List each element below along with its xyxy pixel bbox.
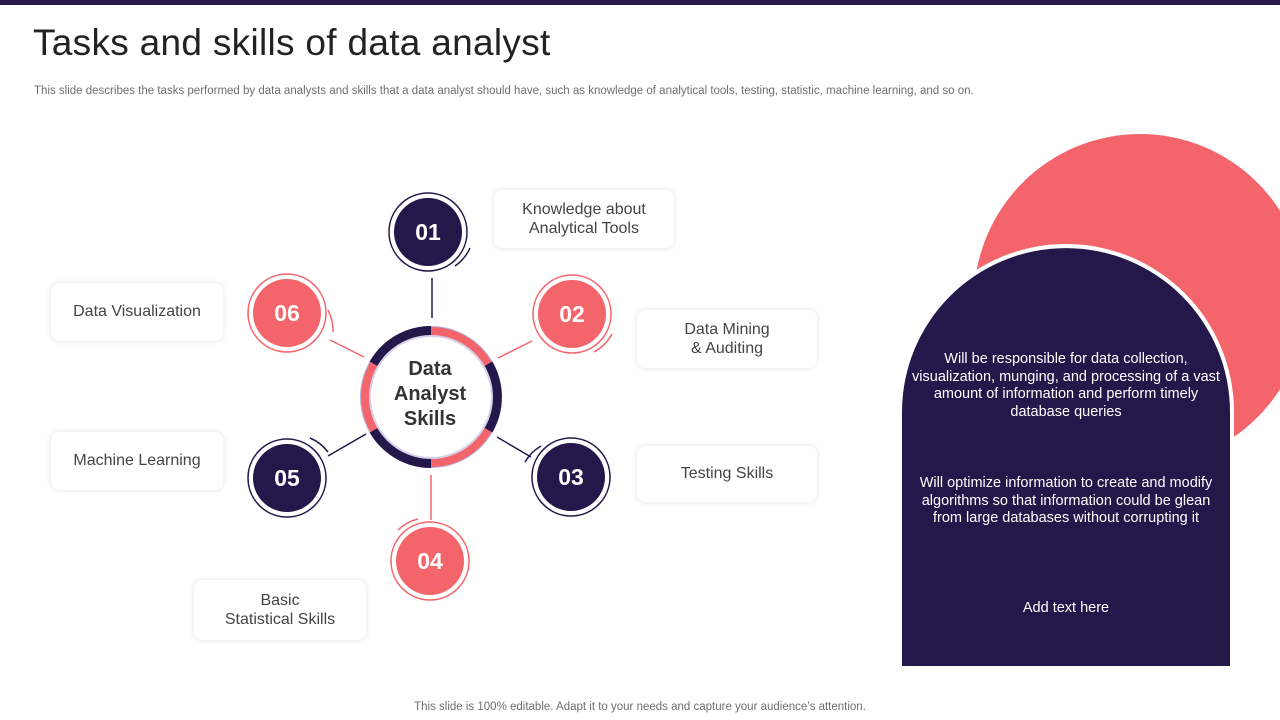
skill-label-02: Data Mining & Auditing [637,310,817,368]
panel-text-3: Add text here [1022,600,1110,616]
skill-label-04: Basic Statistical Skills [194,580,366,640]
panel-text-2: Will optimize information to create and … [919,475,1213,527]
number-label-06: 06 [274,299,300,326]
number-circle-02 [532,274,613,354]
top-accent-bar [0,0,1280,5]
number-label-04: 04 [417,547,443,574]
number-label-03: 03 [558,463,584,490]
footer-note: This slide is 100% editable. Adapt it to… [414,701,866,713]
number-label-05: 05 [274,464,300,491]
skill-label-01: Knowledge about Analytical Tools [494,190,674,248]
number-circle-05 [247,437,329,518]
number-label-01: 01 [415,218,441,245]
skill-label-05: Machine Learning [51,432,223,490]
number-circle-06 [247,273,334,353]
panel-text-1: Will be responsible for data collection,… [912,351,1220,421]
page-subtitle: This slide describes the tasks performed… [34,85,974,97]
skill-label-06: Data Visualization [51,283,223,341]
center-hub [357,323,505,471]
number-circle-01 [388,192,471,272]
skill-label-03: Testing Skills [637,446,817,502]
page-title: Tasks and skills of data analyst [33,22,551,63]
connector-lines [327,278,533,520]
number-circle-04 [390,518,470,601]
center-label: Data Analyst Skills [393,358,467,431]
number-circle-03 [524,437,611,517]
number-label-02: 02 [559,300,585,327]
